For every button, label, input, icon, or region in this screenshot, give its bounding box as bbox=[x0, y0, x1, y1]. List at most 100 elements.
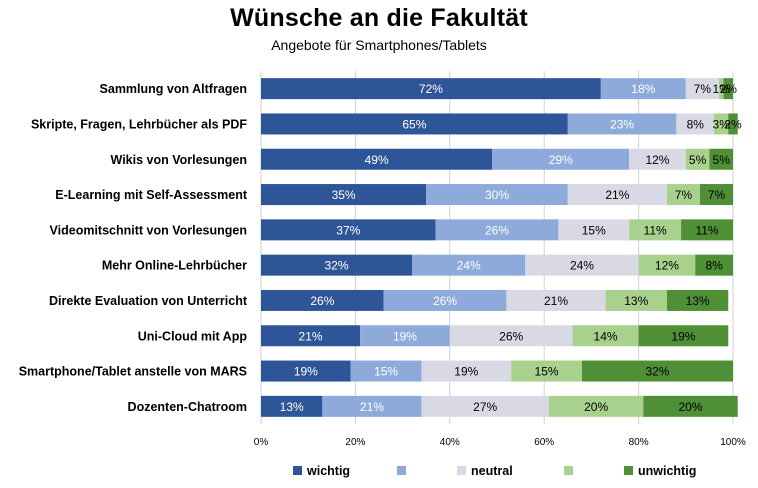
data-label: 26% bbox=[433, 294, 457, 308]
category-label: Uni-Cloud mit App bbox=[138, 329, 248, 343]
data-label: 5% bbox=[689, 153, 707, 167]
bar-segment bbox=[412, 254, 526, 276]
data-label: 12% bbox=[645, 153, 669, 167]
data-label: 8% bbox=[705, 259, 723, 273]
bar-row: 13% 21% 27% 20% 20% bbox=[261, 395, 738, 417]
data-label: 37% bbox=[336, 223, 360, 237]
bar-row: 65% 23% 8% 3%2% bbox=[261, 113, 742, 135]
bar-segment bbox=[548, 395, 644, 417]
data-label: 18% bbox=[631, 82, 655, 96]
bar-segment bbox=[723, 78, 733, 100]
bar-segment bbox=[261, 219, 436, 241]
data-label: 21% bbox=[544, 294, 568, 308]
data-label: 26% bbox=[485, 223, 509, 237]
data-label: 15% bbox=[535, 365, 559, 379]
data-label: 11% bbox=[695, 223, 718, 237]
legend-swatch bbox=[624, 466, 633, 475]
data-label: 27% bbox=[473, 400, 497, 414]
bar-segment bbox=[261, 360, 351, 382]
data-label: 13% bbox=[686, 294, 710, 308]
data-label: 49% bbox=[365, 153, 389, 167]
bar-row: 37% 26% 15% 11% 11% bbox=[261, 219, 733, 241]
bar-segment bbox=[567, 184, 667, 206]
bar-segment bbox=[421, 360, 512, 382]
bar-segment bbox=[558, 219, 630, 241]
data-label: 21% bbox=[299, 329, 323, 343]
bar-segment bbox=[261, 289, 384, 311]
legend-label: unwichtig bbox=[638, 464, 696, 478]
legend-label: neutral bbox=[471, 464, 513, 478]
bar-segment bbox=[261, 78, 601, 100]
bar-segment bbox=[261, 148, 493, 170]
bar-segment bbox=[261, 113, 568, 135]
bar-segment bbox=[435, 219, 559, 241]
bar-segment bbox=[638, 254, 696, 276]
data-label: 20% bbox=[679, 400, 703, 414]
category-labels: Sammlung von Altfragen Skripte, Fragen, L… bbox=[19, 82, 248, 414]
data-label: 11% bbox=[644, 223, 667, 237]
bar-segment bbox=[666, 184, 700, 206]
bar-segment bbox=[709, 148, 733, 170]
bar-segment bbox=[699, 184, 733, 206]
legend-item: neutral bbox=[457, 464, 513, 478]
bar-segment bbox=[567, 113, 677, 135]
data-label: 23% bbox=[610, 117, 634, 131]
legend-item bbox=[397, 466, 406, 475]
data-label: 29% bbox=[549, 153, 573, 167]
data-label: 7% bbox=[694, 82, 712, 96]
bar-row: 35% 30% 21% 7% 7% bbox=[261, 184, 733, 206]
bar-segment bbox=[322, 395, 422, 417]
category-label: Dozenten-Chatroom bbox=[128, 400, 247, 414]
data-label: 5% bbox=[713, 153, 731, 167]
legend-swatch bbox=[397, 466, 406, 475]
bar-segment bbox=[666, 289, 729, 311]
bar-row: 19% 15% 19% 15% 32% bbox=[261, 360, 733, 382]
x-tick-label: 60% bbox=[534, 437, 554, 448]
bar-segment bbox=[600, 78, 686, 100]
data-label: 20% bbox=[584, 400, 608, 414]
legend-label: wichtig bbox=[306, 464, 350, 478]
data-label: 15% bbox=[374, 365, 398, 379]
data-label: 14% bbox=[594, 329, 618, 343]
data-label: 8% bbox=[687, 117, 705, 131]
bar-segment bbox=[511, 360, 582, 382]
data-label: 2% bbox=[720, 82, 738, 96]
bar-segment bbox=[525, 254, 639, 276]
bar-row: 26% 26% 21% 13% 13% bbox=[261, 289, 729, 311]
data-label: 19% bbox=[671, 329, 695, 343]
bar-segment bbox=[426, 184, 568, 206]
category-label: Sammlung von Altfragen bbox=[100, 82, 247, 96]
legend-item: unwichtig bbox=[624, 464, 696, 478]
data-label: 15% bbox=[582, 223, 606, 237]
data-label: 72% bbox=[419, 82, 443, 96]
bar-segment bbox=[643, 395, 738, 417]
x-tick-label: 20% bbox=[345, 437, 365, 448]
bar-segment bbox=[261, 325, 361, 347]
data-label: 1% bbox=[713, 82, 731, 96]
data-label: 7% bbox=[675, 188, 693, 202]
bar-segment bbox=[350, 360, 422, 382]
legend-swatch bbox=[564, 466, 573, 475]
bar-row: 21% 19% 26% 14% 19% bbox=[261, 325, 729, 347]
bar-segment bbox=[261, 184, 427, 206]
bar-segment bbox=[714, 113, 729, 135]
bar-segment bbox=[685, 148, 710, 170]
data-label: 24% bbox=[570, 259, 594, 273]
category-label: Skripte, Fragen, Lehrbücher als PDF bbox=[31, 117, 247, 131]
bar-segment bbox=[449, 325, 573, 347]
bar-row: 49% 29% 12% 5% 5% bbox=[261, 148, 733, 170]
bar-segment bbox=[360, 325, 450, 347]
bar-segment bbox=[506, 289, 606, 311]
data-label: 21% bbox=[360, 400, 384, 414]
legend-swatch bbox=[293, 466, 302, 475]
data-label: 35% bbox=[332, 188, 356, 202]
data-label: 3% bbox=[713, 117, 731, 131]
bar-segment bbox=[421, 395, 549, 417]
data-label: 65% bbox=[402, 117, 426, 131]
bar-segments: 72% 18% 7% 1%2%65% 23% 8% 3%2%49% 29% 12% 5% 5%35%… bbox=[261, 78, 742, 417]
data-label: 21% bbox=[605, 188, 629, 202]
data-label: 2% bbox=[724, 117, 742, 131]
x-tick-label: 100% bbox=[720, 437, 746, 448]
bar-segment bbox=[695, 254, 733, 276]
